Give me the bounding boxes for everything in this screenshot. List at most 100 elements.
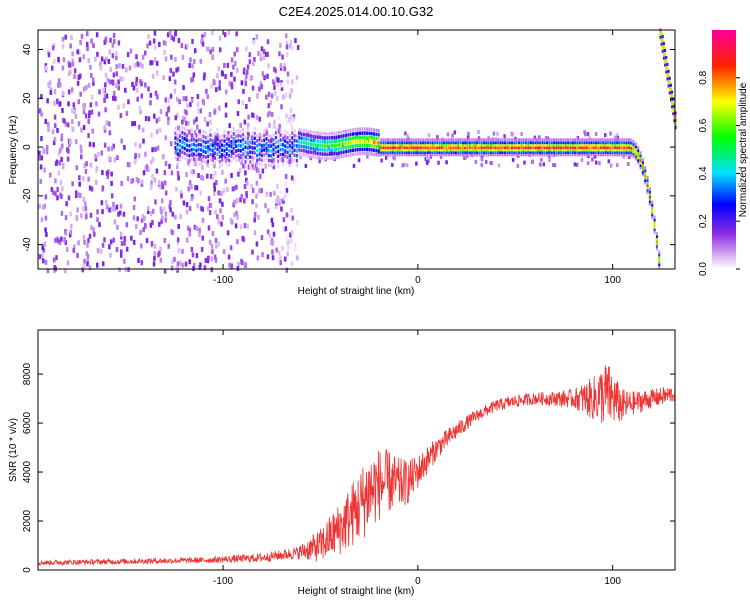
spectrogram-cell xyxy=(630,143,633,147)
spectrogram-cell xyxy=(266,73,269,79)
spectrogram-cell xyxy=(89,212,93,218)
spectrogram-cell xyxy=(438,143,441,147)
spectrogram-cell xyxy=(218,155,221,159)
spectrogram-cell xyxy=(606,140,609,145)
spectrogram-cell xyxy=(42,258,45,264)
spectrogram-cell xyxy=(604,133,607,138)
spectrogram-cell xyxy=(258,116,261,122)
spectrogram-cell xyxy=(216,157,219,161)
spectrogram-cell xyxy=(284,192,288,198)
spectrogram-cell xyxy=(618,145,621,150)
spectrogram-cell xyxy=(57,56,60,62)
spectrogram-cell xyxy=(349,148,352,153)
spectrogram-cell xyxy=(586,132,590,137)
spectrogram-cell xyxy=(515,148,518,152)
spectrogram-cell xyxy=(97,152,100,158)
spectrogram-cell xyxy=(517,140,520,145)
spectrogram-cell xyxy=(200,39,203,45)
spectrogram-cell xyxy=(541,150,544,154)
spectrogram-cell xyxy=(251,141,254,145)
spectrogram-cell xyxy=(597,143,600,147)
spectrogram-cell xyxy=(326,136,329,140)
spectrogram-cell xyxy=(199,58,203,64)
spectrogram-cell xyxy=(480,157,484,162)
spectrogram-cell xyxy=(100,150,103,156)
spectrogram-cell xyxy=(265,141,268,146)
spectrogram-cell xyxy=(119,234,123,240)
spectrogram-cell xyxy=(283,195,286,201)
spectrogram-cell xyxy=(520,152,523,157)
spectrogram-cell xyxy=(298,140,301,144)
spectrogram-cell xyxy=(523,160,526,165)
spectrogram-cell xyxy=(140,217,144,223)
spectrogram-cell xyxy=(352,136,355,140)
spectrogram-cell xyxy=(75,139,78,145)
spectrogram-cell xyxy=(272,133,275,137)
spectrogram-cell xyxy=(323,144,326,148)
spectrogram-cell xyxy=(133,159,137,165)
spectrogram-cell xyxy=(382,148,385,152)
spectrogram-cell xyxy=(461,152,464,157)
spectrogram-cell xyxy=(237,153,240,157)
spectrogram-cell xyxy=(176,162,179,166)
spectrogram-cell xyxy=(581,150,584,154)
spectrogram-cell xyxy=(347,133,350,137)
spectrogram-cell xyxy=(167,243,170,249)
spectrogram-cell xyxy=(412,145,415,150)
spectrogram-cell xyxy=(177,248,181,254)
spectrogram-cell xyxy=(255,180,259,186)
spectrogram-cell xyxy=(548,158,551,163)
spectrogram-cell xyxy=(287,152,290,158)
spectrogram-cell xyxy=(323,140,326,144)
spectrogram-cell xyxy=(188,163,191,168)
spectrogram-cell xyxy=(662,49,665,53)
spectrogram-cell xyxy=(630,145,633,150)
spectrogram-cell xyxy=(67,195,71,201)
spectrogram-cell xyxy=(648,197,651,201)
spectrogram-cell xyxy=(225,152,228,156)
spectrogram-cell xyxy=(235,159,238,163)
spectrogram-cell xyxy=(145,238,149,244)
spectrogram-cell xyxy=(179,148,182,153)
spectrogram-cell xyxy=(202,134,205,139)
spectrogram-cell xyxy=(586,161,590,166)
spectrogram-cell xyxy=(333,156,336,160)
spectrogram-cell xyxy=(593,154,597,159)
spectrogram-cell xyxy=(516,163,520,168)
spectrogram-cell xyxy=(281,157,284,162)
spectrogram-cell xyxy=(354,148,357,152)
spectrogram-cell xyxy=(330,144,333,148)
spectrogram-cell xyxy=(273,90,277,96)
spectrogram-cell xyxy=(373,132,376,136)
spectrogram-cell xyxy=(274,135,277,140)
spectrogram-cell xyxy=(630,140,633,145)
spectrogram-cell xyxy=(140,179,144,185)
spectrogram-cell xyxy=(249,140,252,145)
spectrogram-cell xyxy=(209,49,212,55)
spectrogram-cell xyxy=(673,111,676,115)
spectrogram-cell xyxy=(286,140,289,145)
spectrogram-cell xyxy=(271,222,275,228)
spectrogram-cell xyxy=(255,203,258,209)
spectrogram-cell xyxy=(270,159,273,163)
spectrogram-cell xyxy=(352,140,355,144)
spectrogram-cell xyxy=(174,141,177,145)
spectrogram-cell xyxy=(604,152,607,157)
spectrogram-cell xyxy=(61,65,65,71)
spectrogram-cell xyxy=(246,180,249,186)
spectrogram-cell xyxy=(653,227,656,232)
spectrogram-cell xyxy=(167,107,170,113)
spectrogram-cell xyxy=(87,113,91,119)
spectrogram-cell xyxy=(182,85,185,91)
spectrogram-cell xyxy=(64,230,68,236)
spectrogram-cell xyxy=(274,145,277,150)
spectrogram-cell xyxy=(156,129,159,135)
spectrogram-cell xyxy=(401,148,404,152)
spectrogram-cell xyxy=(171,259,174,265)
spectrogram-cell xyxy=(151,173,154,179)
spectrogram-cell xyxy=(424,152,427,157)
spectrogram-cell xyxy=(230,135,233,139)
spectrogram-cell xyxy=(312,155,315,159)
spectrogram-cell xyxy=(211,143,214,148)
spectrogram-cell xyxy=(609,152,612,157)
